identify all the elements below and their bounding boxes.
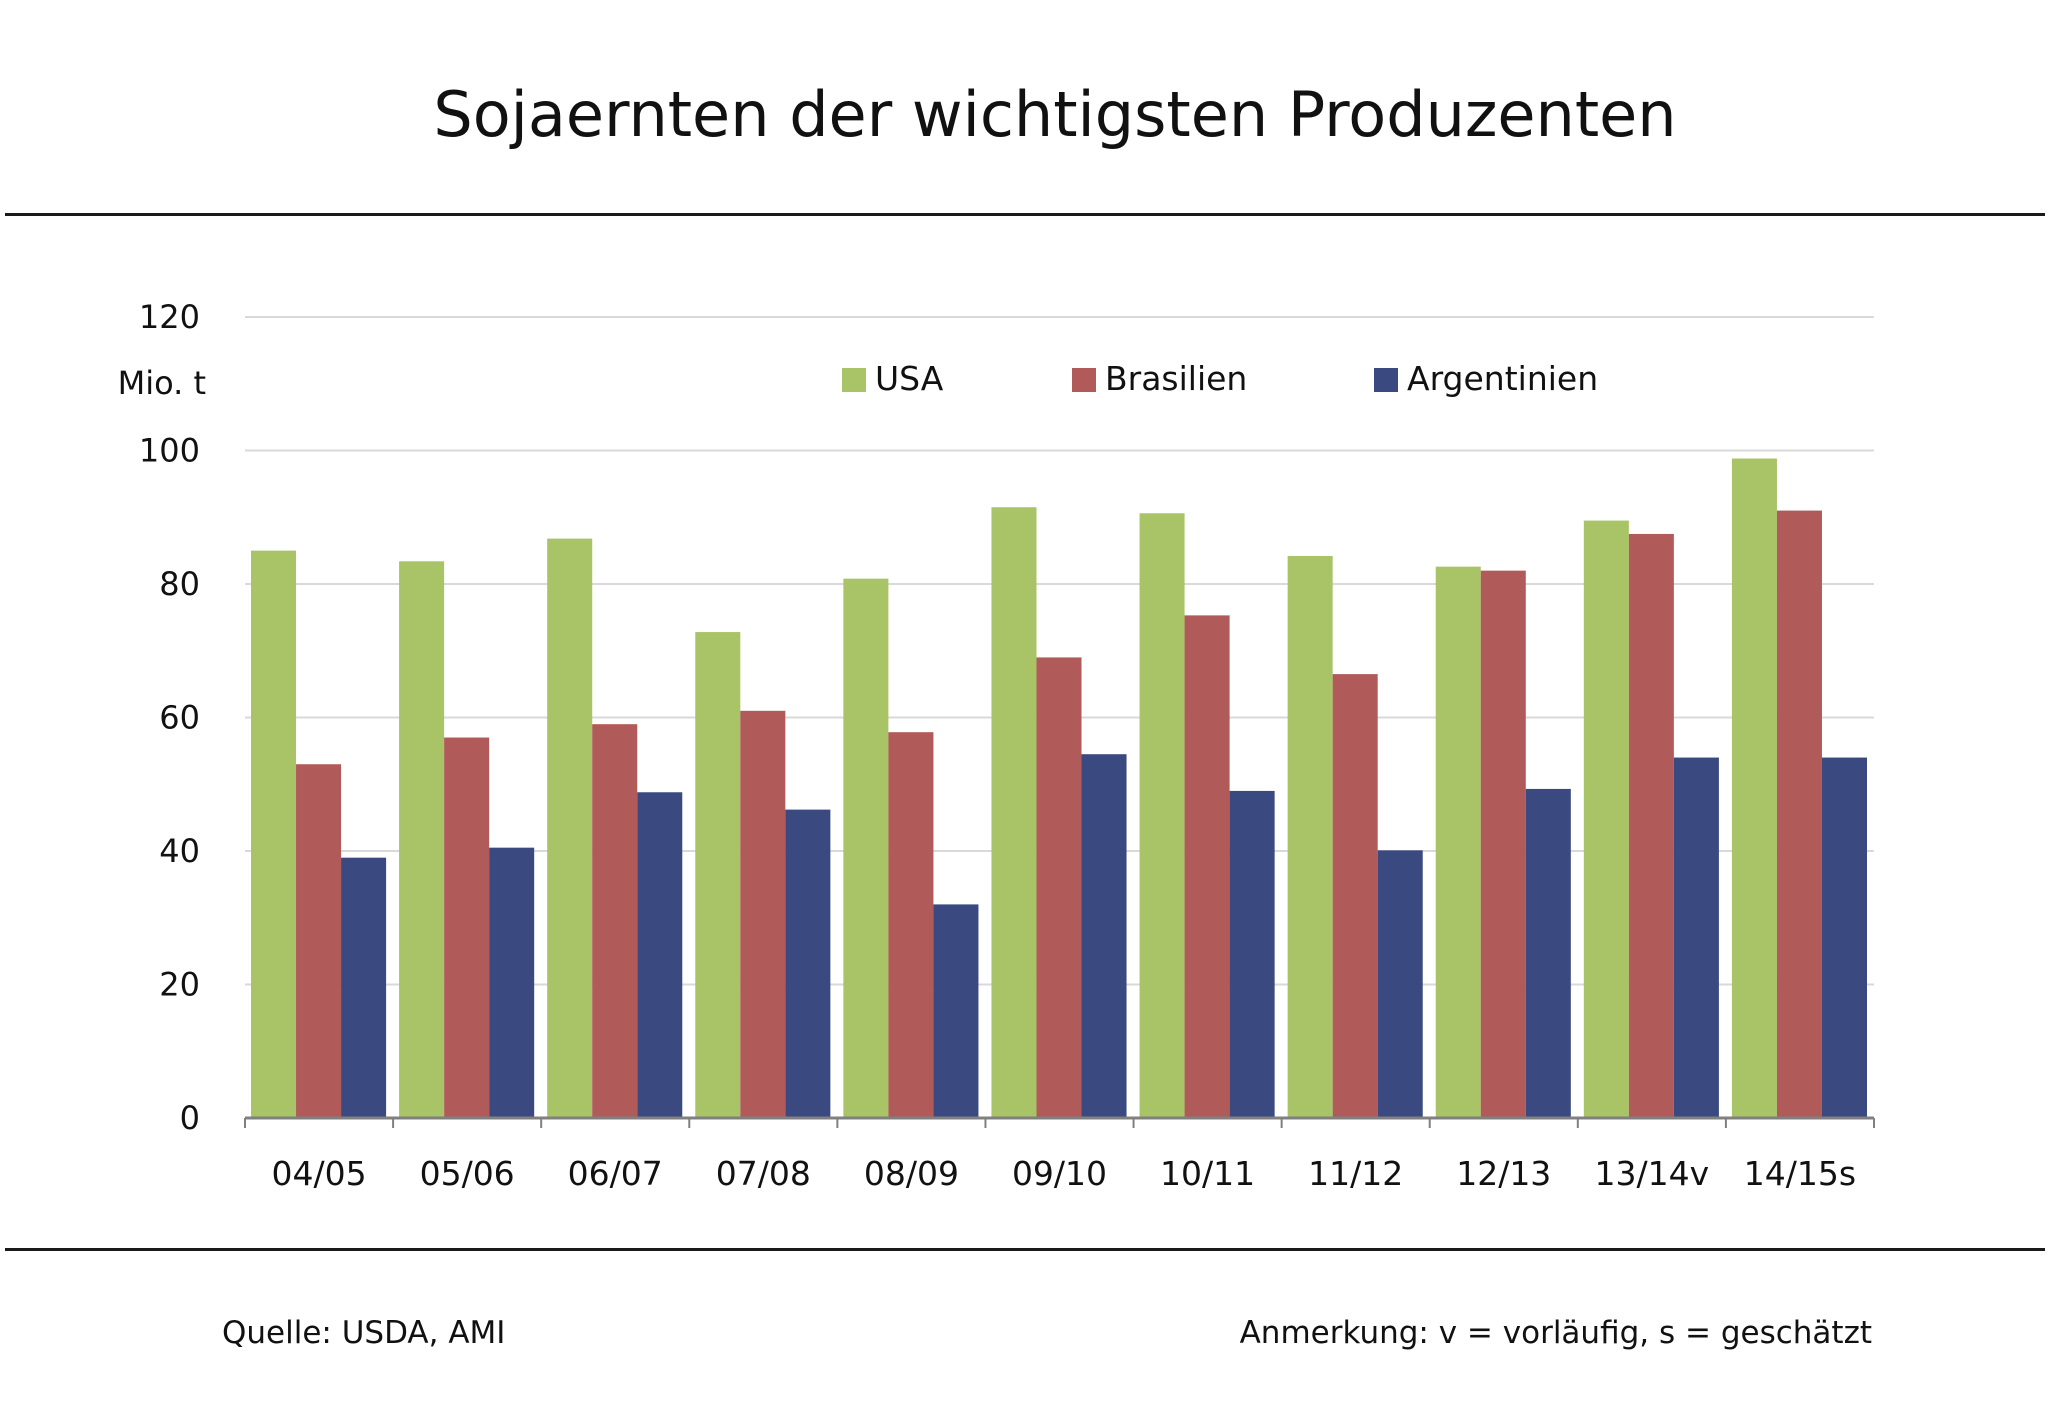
bar-brasilien — [888, 732, 934, 1118]
y-tick-label: 100 — [139, 432, 200, 470]
x-tick-label: 11/12 — [1308, 1154, 1403, 1193]
x-tick-label: 09/10 — [1012, 1154, 1107, 1193]
bar-usa — [1731, 458, 1777, 1118]
y-tick-label: 60 — [159, 699, 200, 737]
annotation-note: Anmerkung: v = vorläufig, s = geschätzt — [1239, 1315, 1872, 1351]
bar-brasilien — [1776, 510, 1822, 1118]
legend-label-argentinien: Argentinien — [1407, 359, 1598, 398]
bar-argentinien — [637, 792, 683, 1118]
legend-label-usa: USA — [875, 359, 944, 398]
legend-swatch-brasilien — [1072, 368, 1096, 392]
top-divider — [5, 213, 2045, 216]
legend-swatch-argentinien — [1374, 368, 1398, 392]
x-tick-label: 14/15s — [1744, 1154, 1856, 1193]
x-tick-label: 07/08 — [716, 1154, 811, 1193]
x-tick-label: 08/09 — [864, 1154, 959, 1193]
bar-argentinien — [489, 847, 535, 1118]
bar-usa — [1287, 555, 1333, 1118]
bar-argentinien — [1377, 850, 1423, 1118]
bar-usa — [547, 538, 593, 1118]
bar-usa — [991, 507, 1037, 1118]
x-tick-label: 12/13 — [1456, 1154, 1551, 1193]
y-tick-label: 20 — [159, 966, 200, 1004]
y-axis-label: Mio. t — [118, 364, 206, 402]
bottom-divider — [5, 1248, 2045, 1251]
x-tick-label: 04/05 — [271, 1154, 366, 1193]
bar-argentinien — [785, 809, 831, 1118]
x-tick-label: 10/11 — [1160, 1154, 1255, 1193]
legend-swatch-usa — [842, 368, 866, 392]
bar-brasilien — [740, 710, 786, 1118]
y-tick-label: 120 — [139, 298, 200, 336]
bar-brasilien — [296, 764, 342, 1118]
bar-usa — [1435, 566, 1481, 1118]
bar-brasilien — [1184, 615, 1230, 1118]
bar-usa — [1583, 520, 1629, 1118]
bar-argentinien — [341, 857, 387, 1118]
x-tick-label: 13/14v — [1595, 1154, 1710, 1193]
bar-brasilien — [1332, 674, 1378, 1118]
bar-brasilien — [1628, 533, 1674, 1118]
bar-argentinien — [1673, 757, 1719, 1118]
bar-brasilien — [444, 737, 490, 1118]
chart-title: Sojaernten der wichtigsten Produzenten — [433, 78, 1677, 151]
bar-usa — [251, 550, 297, 1118]
bar-brasilien — [1036, 657, 1082, 1118]
bar-argentinien — [933, 904, 979, 1118]
legend-label-brasilien: Brasilien — [1105, 359, 1247, 398]
y-tick-label: 80 — [159, 565, 200, 603]
y-tick-label: 40 — [159, 832, 200, 870]
bar-brasilien — [1480, 570, 1526, 1118]
bar-argentinien — [1821, 757, 1867, 1118]
legend: USA Brasilien Argentinien — [842, 359, 1598, 398]
bar-usa — [399, 561, 445, 1118]
y-tick-label: 0 — [180, 1099, 200, 1137]
bar-usa — [695, 632, 741, 1118]
source-note: Quelle: USDA, AMI — [222, 1315, 506, 1351]
bars — [251, 458, 1867, 1118]
axes: 0 20 40 60 80 100 120 Mio. t 04/05 05/06 06/07 07/0… — [118, 298, 1875, 1193]
bar-usa — [843, 578, 889, 1118]
bar-usa — [1139, 513, 1185, 1118]
bar-brasilien — [592, 724, 638, 1118]
x-tick-label: 06/07 — [568, 1154, 663, 1193]
bar-argentinien — [1525, 788, 1571, 1118]
x-tick-label: 05/06 — [420, 1154, 515, 1193]
bar-argentinien — [1229, 790, 1275, 1118]
bar-argentinien — [1081, 754, 1127, 1118]
